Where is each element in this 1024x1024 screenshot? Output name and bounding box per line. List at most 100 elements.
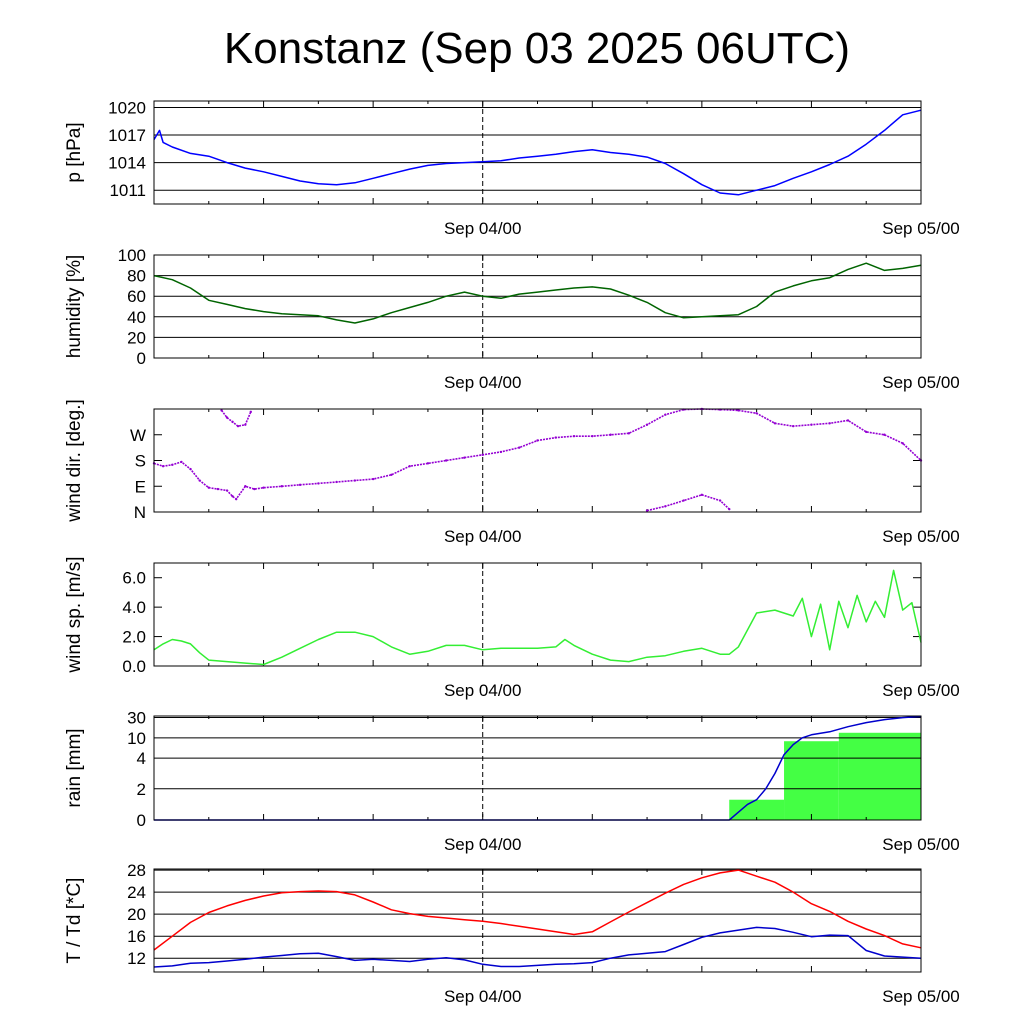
ytick-label: 0 [137, 349, 146, 368]
data-point [773, 422, 777, 425]
ytick-label: E [135, 477, 146, 496]
data-point [700, 493, 704, 497]
data-point [249, 410, 252, 414]
series-line-0 [153, 569, 922, 666]
ytick-label: 1020 [108, 98, 146, 117]
ytick-label: 2.0 [122, 628, 146, 647]
data-point [298, 483, 302, 487]
xtick-label: Sep 04/00 [444, 987, 522, 1006]
y-axis-label: p [hPa] [64, 122, 85, 182]
series-line-0 [153, 408, 922, 501]
data-point [664, 505, 667, 508]
xtick-label: Sep 04/00 [444, 681, 522, 700]
ytick-label: 6.0 [122, 569, 146, 588]
data-point [426, 462, 430, 465]
data-point [481, 453, 484, 456]
data-point [536, 439, 539, 442]
data-point [591, 434, 594, 438]
data-point [225, 416, 229, 419]
data-point [390, 473, 393, 477]
rain-bar-1 [784, 741, 839, 820]
y-axis-label: rain [mm] [64, 728, 85, 807]
data-point [189, 467, 192, 471]
y-axis-label: humidity [%] [64, 255, 85, 358]
panel-frame [153, 254, 922, 359]
data-point [572, 434, 576, 438]
xtick-label: Sep 05/00 [882, 681, 960, 700]
y-axis-label: wind dir. [deg.] [64, 399, 85, 523]
ytick-label: S [135, 452, 146, 471]
ytick-label: 60 [127, 287, 146, 306]
data-point [408, 465, 411, 468]
panel-pressure: 1011 1014 1017 1020 Sep 04/00 Sep 05/00 p [hPa… [64, 98, 960, 238]
data-point [244, 485, 247, 488]
data-point [627, 432, 631, 435]
xtick-label: Sep 05/00 [882, 527, 960, 546]
data-point [609, 433, 612, 436]
data-point [444, 459, 448, 462]
data-point [791, 424, 795, 428]
data-point [207, 486, 210, 489]
data-point [335, 480, 338, 484]
data-point [220, 409, 223, 412]
panel-frame [153, 868, 922, 973]
y-axis-label: T / Td [*C] [64, 878, 85, 964]
panel-frame [153, 408, 922, 513]
data-point [810, 423, 813, 426]
ytick-label: 20 [127, 905, 146, 924]
data-point [645, 423, 649, 426]
data-point [371, 477, 375, 481]
data-point [225, 489, 229, 492]
data-point [234, 497, 238, 501]
xtick-label: Sep 05/00 [882, 987, 960, 1006]
data-point [718, 499, 722, 502]
data-point [280, 485, 284, 488]
data-point [262, 486, 265, 489]
ytick-label: 80 [127, 267, 146, 286]
xtick-label: Sep 04/00 [444, 219, 522, 238]
data-point [755, 412, 758, 415]
ytick-label: 40 [127, 308, 146, 327]
data-point [645, 509, 649, 512]
ytick-label: 10 [127, 729, 146, 748]
data-point [161, 465, 165, 468]
ytick-label: 4.0 [122, 598, 146, 617]
panel-frame [153, 562, 922, 667]
data-point [682, 499, 685, 502]
ytick-label: 20 [127, 328, 146, 347]
data-point [216, 487, 220, 491]
panel-wind_speed: 0.0 2.0 4.0 6.0 Sep 04/00 Sep 05/00 wind sp. [… [64, 556, 960, 700]
panel-frame [153, 100, 922, 205]
xtick-label: Sep 04/00 [444, 373, 522, 392]
xtick-label: Sep 05/00 [882, 373, 960, 392]
rain-bar-0 [729, 799, 785, 820]
data-point [244, 423, 247, 426]
series-line-0 [153, 262, 922, 324]
ytick-label: W [130, 426, 146, 445]
data-point [901, 442, 904, 445]
ytick-label: 2 [137, 780, 146, 799]
xtick-label: Sep 05/00 [882, 219, 960, 238]
ytick-label: 28 [127, 861, 146, 880]
ytick-label: N [134, 503, 146, 522]
data-point [499, 450, 503, 454]
data-point [231, 420, 234, 424]
data-point [317, 482, 320, 485]
ytick-label: 1017 [108, 126, 146, 145]
ytick-label: 24 [127, 883, 146, 902]
panel-frame [153, 715, 922, 821]
data-point [554, 436, 557, 439]
data-point [171, 463, 174, 466]
data-point [737, 409, 740, 412]
chart-title: Konstanz (Sep 03 2025 06UTC) [223, 24, 851, 73]
panel-temperature: 12 16 20 24 28 Sep 04/00 Sep 05/00 T / Td [*C] [64, 861, 960, 1006]
xtick-label: Sep 05/00 [882, 835, 960, 854]
ytick-label: 30 [127, 709, 146, 728]
ytick-label: 16 [127, 927, 146, 946]
data-point [846, 419, 850, 422]
data-point [664, 413, 667, 416]
ytick-label: 100 [118, 246, 146, 265]
ytick-label: 12 [127, 949, 146, 968]
